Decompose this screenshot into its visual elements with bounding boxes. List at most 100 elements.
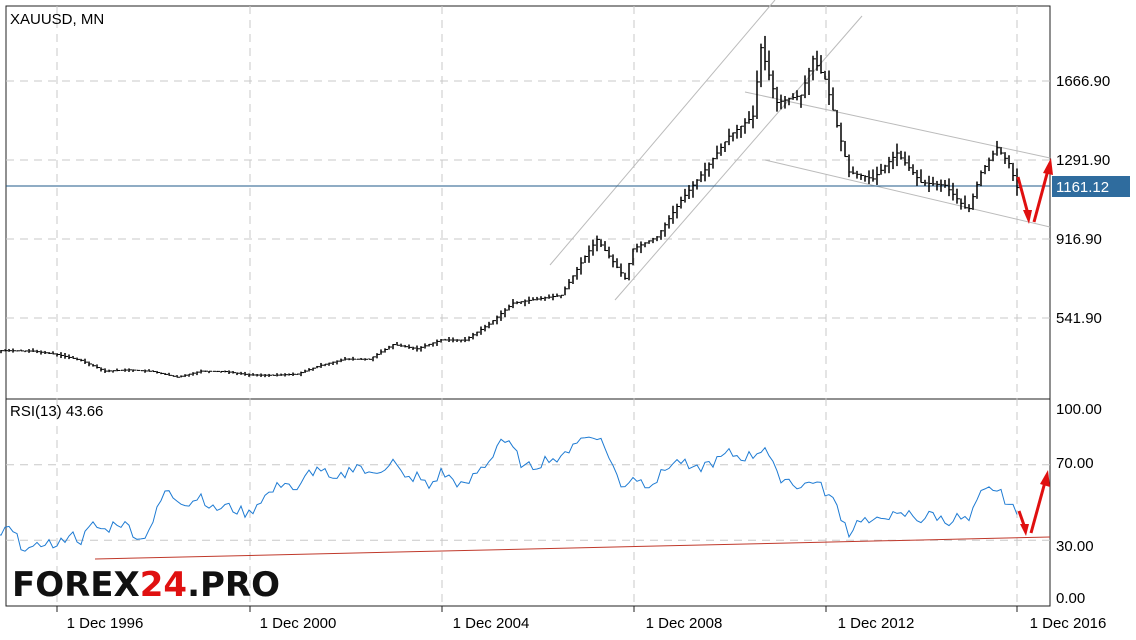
price-bar	[544, 296, 548, 301]
price-bar	[760, 43, 764, 88]
price-bar	[240, 371, 244, 375]
price-bar	[868, 170, 872, 184]
price-bar	[652, 237, 656, 244]
forecast-arrows	[1016, 158, 1053, 536]
price-bar	[536, 296, 540, 301]
price-bar	[904, 151, 908, 166]
price-bar	[68, 354, 72, 360]
price-bar	[676, 203, 680, 219]
price-bar	[920, 169, 924, 184]
price-bar	[92, 363, 96, 367]
price-bar	[364, 358, 368, 361]
price-bar	[804, 75, 808, 99]
price-bar	[860, 173, 864, 180]
price-bar	[420, 346, 424, 352]
price-bar	[36, 349, 40, 354]
price-bar	[404, 344, 408, 348]
current-price-badge	[1052, 176, 1130, 197]
rsi-tick-label: 100.00	[1056, 401, 1102, 418]
price-bar	[496, 315, 500, 325]
price-bar	[268, 373, 272, 377]
price-bar	[52, 351, 56, 355]
price-bar	[820, 55, 824, 74]
price-bar	[908, 155, 912, 171]
price-bar	[32, 348, 36, 353]
price-bar	[824, 70, 828, 80]
price-bar	[200, 369, 204, 374]
price-bar	[408, 344, 412, 349]
price-bar	[748, 111, 752, 124]
price-bar	[856, 170, 860, 179]
price-bar	[224, 370, 228, 373]
forex24-logo: FOREX24.PRO	[12, 565, 280, 605]
price-bar	[972, 193, 976, 210]
price-bar	[60, 352, 64, 359]
price-bar	[784, 96, 788, 109]
price-bar	[580, 257, 584, 275]
price-bar	[636, 243, 640, 253]
price-bar	[632, 248, 636, 266]
price-bar	[80, 358, 84, 362]
price-bar	[500, 310, 504, 321]
price-bar	[512, 299, 516, 309]
price-bar	[532, 297, 536, 301]
price-chart-title: XAUUSD, MN	[10, 11, 104, 28]
price-bar	[548, 294, 552, 299]
price-bar	[872, 169, 876, 182]
price-bar	[788, 97, 792, 106]
price-bar	[692, 181, 696, 198]
price-bar	[812, 55, 816, 81]
price-bar	[576, 266, 580, 280]
price-bar	[736, 124, 740, 139]
price-bar	[992, 150, 996, 162]
price-bar	[448, 336, 452, 342]
logo-text: FOREX24.PRO	[12, 565, 280, 605]
x-tick-label: 1 Dec 2012	[838, 615, 915, 632]
price-bar	[816, 50, 820, 71]
price-bar	[724, 141, 728, 152]
price-bar	[584, 255, 588, 263]
price-bar	[40, 350, 44, 355]
price-bar	[680, 196, 684, 209]
price-bar	[832, 87, 836, 111]
price-bar	[768, 50, 772, 81]
price-bar	[588, 245, 592, 263]
price-bar	[620, 263, 624, 277]
price-bar	[708, 162, 712, 177]
descending-channel-lower	[764, 159, 1051, 228]
price-bar	[4, 349, 8, 352]
price-bar	[752, 105, 756, 129]
price-bar	[648, 240, 652, 244]
price-tick-label: 1291.90	[1056, 152, 1110, 169]
price-bar	[328, 362, 332, 366]
price-bar	[248, 373, 252, 377]
price-bar	[244, 371, 248, 376]
price-bar	[836, 110, 840, 128]
chart-frame	[5, 5, 1051, 607]
price-bar	[456, 339, 460, 342]
price-bar	[884, 164, 888, 174]
rsi-down-arrow-head	[1020, 524, 1029, 536]
descending-channel-upper	[744, 91, 1051, 159]
price-bar	[292, 372, 296, 376]
price-bar	[192, 372, 196, 376]
x-tick-label: 1 Dec 2004	[453, 615, 530, 632]
price-bar	[84, 358, 88, 364]
price-bar	[324, 363, 328, 367]
price-bar	[540, 296, 544, 301]
grid-lines	[6, 6, 1050, 612]
price-bar	[112, 370, 116, 373]
price-bar	[336, 360, 340, 365]
price-bar	[704, 162, 708, 182]
price-bar	[756, 70, 760, 119]
price-bar	[332, 361, 336, 365]
price-bar	[476, 331, 480, 337]
price-bar	[988, 157, 992, 172]
price-bar	[208, 370, 212, 374]
price-bar	[56, 353, 60, 357]
price-bar	[932, 176, 936, 186]
price-bar	[684, 188, 688, 203]
price-bar	[108, 369, 112, 373]
price-bar	[924, 179, 928, 186]
price-bar	[204, 370, 208, 372]
